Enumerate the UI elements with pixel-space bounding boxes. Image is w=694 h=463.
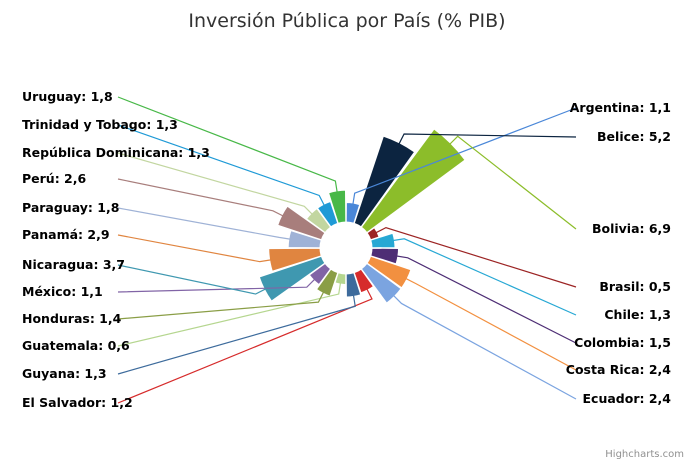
connector-trinidad-y-tobago	[117, 124, 326, 207]
connector-belice	[398, 133, 577, 145]
label-honduras: Honduras: 1,4	[22, 311, 122, 326]
slice-guatemala[interactable]	[334, 272, 347, 286]
label-argentina: Argentina: 1,1	[570, 100, 671, 115]
label-guatemala: Guatemala: 0,6	[22, 338, 130, 353]
connector-guyana	[117, 294, 356, 375]
slice-nicaragua[interactable]	[258, 255, 326, 302]
connector-brasil	[374, 226, 577, 288]
slice-argentina[interactable]	[345, 202, 361, 224]
slice-bolivia[interactable]	[360, 128, 466, 234]
slice-panama[interactable]	[268, 247, 322, 272]
highcharts-credit[interactable]: Highcharts.com	[605, 449, 684, 460]
data-labels: Argentina: 1,1 Belice: 5,2 Bolivia: 6,9 Bra…	[22, 89, 671, 410]
slice-el-salvador[interactable]	[353, 268, 375, 294]
slice-guyana[interactable]	[345, 272, 362, 298]
label-panama: Panamá: 2,9	[22, 227, 110, 242]
chart-title: Inversión Pública por País (% PIB)	[188, 10, 505, 32]
label-uruguay: Uruguay: 1,8	[22, 89, 113, 104]
label-trinidad-y-tobago: Trinidad y Tobago: 1,3	[22, 117, 178, 132]
connector-bolivia	[448, 135, 577, 230]
connector-chile	[392, 238, 577, 316]
label-belice: Belice: 5,2	[597, 129, 671, 144]
label-republica-dominicana: República Dominicana: 1,3	[22, 145, 210, 160]
label-paraguay: Paraguay: 1,8	[22, 200, 119, 215]
label-costa-rica: Costa Rica: 2,4	[566, 362, 672, 377]
connector-panama	[117, 234, 272, 263]
slice-ecuador[interactable]	[360, 262, 402, 304]
slice-peru[interactable]	[277, 205, 326, 241]
connector-ecuador	[392, 294, 577, 400]
label-nicaragua: Nicaragua: 3,7	[22, 257, 125, 272]
label-guyana: Guyana: 1,3	[22, 366, 107, 381]
pie-slices	[258, 128, 466, 304]
label-el-salvador: El Salvador: 1,2	[22, 395, 133, 410]
label-colombia: Colombia: 1,5	[574, 335, 671, 350]
connector-argentina	[352, 107, 577, 206]
slice-chile[interactable]	[370, 232, 396, 249]
connector-uruguay	[117, 96, 338, 193]
label-chile: Chile: 1,3	[604, 307, 671, 322]
label-connectors	[117, 96, 577, 404]
connector-honduras	[117, 291, 325, 320]
label-bolivia: Bolivia: 6,9	[592, 221, 671, 236]
connector-costa-rica	[404, 277, 577, 371]
connector-mexico	[117, 278, 316, 293]
slice-colombia[interactable]	[370, 247, 400, 265]
slice-trinidad-y-tobago[interactable]	[316, 200, 339, 228]
slice-honduras[interactable]	[315, 268, 339, 297]
slice-uruguay[interactable]	[327, 189, 347, 224]
connector-republica-dominicana	[117, 152, 314, 216]
connector-nicaragua	[117, 264, 267, 295]
label-peru: Perú: 2,6	[22, 171, 86, 186]
slice-brasil[interactable]	[366, 227, 380, 241]
connector-el-salvador	[117, 288, 373, 404]
label-ecuador: Ecuador: 2,4	[583, 391, 672, 406]
connector-colombia	[395, 255, 577, 344]
label-mexico: México: 1,1	[22, 284, 103, 299]
connector-peru	[117, 178, 284, 217]
label-brasil: Brasil: 0,5	[599, 279, 671, 294]
slice-paraguay[interactable]	[287, 229, 322, 249]
slice-costa-rica[interactable]	[366, 255, 412, 289]
connector-guatemala	[117, 282, 342, 347]
connector-paraguay	[117, 207, 291, 240]
